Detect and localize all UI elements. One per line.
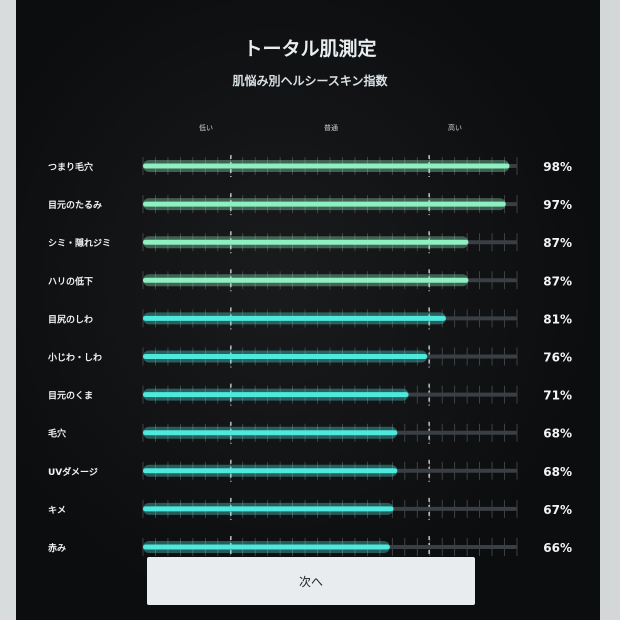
category-label: 小じわ・しわ [47, 352, 102, 364]
value-label: 71% [543, 389, 572, 403]
category-label: UVダメージ [48, 466, 98, 478]
bar [143, 354, 428, 359]
bar [143, 163, 510, 169]
bar [143, 468, 398, 474]
value-label: 98% [543, 160, 572, 174]
bar [143, 201, 506, 207]
category-label: シミ・隠れジミ [48, 237, 111, 249]
page-title: トータル肌測定 [243, 38, 377, 60]
bar [143, 239, 469, 245]
category-label: 目元のたるみ [48, 200, 102, 211]
level-label-normal: 普通 [324, 124, 338, 132]
next-button[interactable]: 次へ [147, 557, 475, 605]
bar [143, 506, 394, 512]
bar [143, 430, 398, 436]
category-label: 目元のくま [48, 391, 93, 402]
value-label: 66% [543, 541, 572, 555]
category-label: 赤み [48, 542, 66, 554]
value-label: 87% [543, 236, 572, 250]
chart-subtitle: 肌悩み別ヘルシースキン指数 [232, 74, 388, 88]
category-label: つまり毛穴 [48, 161, 93, 173]
level-label-low: 低い [199, 124, 213, 132]
value-label: 97% [543, 198, 572, 212]
value-label: 67% [543, 503, 572, 517]
value-label: 81% [543, 312, 572, 326]
value-label: 68% [543, 427, 572, 441]
level-label-high: 高い [448, 124, 462, 132]
value-label: 87% [543, 274, 572, 288]
category-label: キメ [48, 505, 66, 516]
background-edge-left [0, 0, 16, 620]
background-edge-right [600, 0, 620, 620]
bar [143, 544, 390, 550]
screen-panel [16, 0, 600, 620]
bar [143, 315, 446, 321]
value-label: 76% [543, 351, 572, 365]
bar [143, 392, 409, 398]
category-label: 毛穴 [48, 428, 66, 440]
category-label: ハリの低下 [48, 275, 93, 287]
category-label: 目尻のしわ [48, 314, 93, 325]
bar [143, 277, 469, 283]
value-label: 68% [543, 465, 572, 479]
